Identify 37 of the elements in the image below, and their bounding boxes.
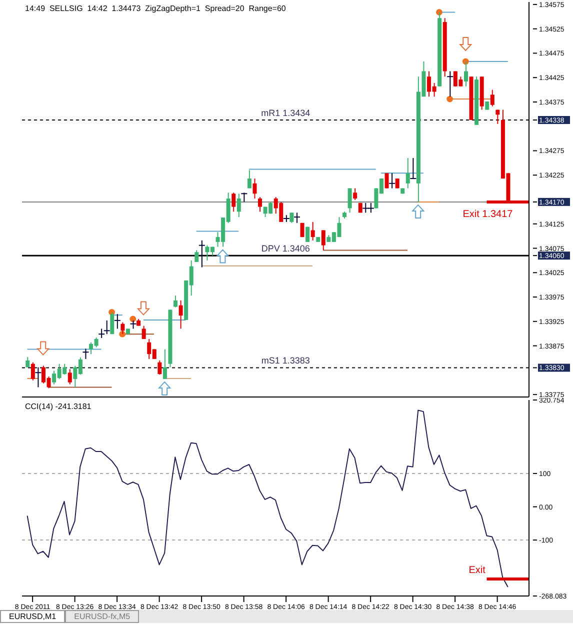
ref-line-label: DPV 1.3406	[261, 244, 310, 254]
candlestick	[353, 188, 358, 200]
line-series	[26, 410, 508, 588]
candlestick	[306, 226, 310, 242]
candlestick	[194, 250, 199, 262]
candlestick	[490, 89, 494, 107]
candlestick	[321, 230, 326, 251]
candlestick	[26, 356, 30, 368]
candlestick	[247, 170, 252, 189]
candlestick	[232, 192, 236, 212]
candlestick	[348, 188, 352, 214]
candlestick	[178, 300, 183, 330]
text: EURUSD,M1	[0, 610, 66, 623]
candlestick	[258, 196, 262, 212]
candlestick	[406, 158, 410, 189]
candlestick	[310, 221, 315, 241]
point	[130, 316, 136, 322]
candlestick	[68, 368, 72, 385]
ref-line-label: mS1 1.3383	[261, 356, 310, 366]
candlestick	[30, 362, 35, 381]
candlestick	[290, 212, 294, 224]
candlestick	[395, 178, 400, 189]
text: EURUSD-fx,M5	[65, 610, 140, 623]
candlestick	[158, 360, 162, 376]
candlestick	[236, 193, 241, 218]
point	[446, 96, 453, 102]
chart-title: CCI(14) -241.3181	[25, 402, 92, 411]
series-label: Exit 1.3417	[462, 208, 514, 220]
candlestick	[162, 348, 167, 380]
candlestick	[252, 178, 257, 200]
candlestick	[384, 172, 389, 189]
series-label: Exit	[468, 564, 486, 576]
ref-line-label: mR1 1.3434	[261, 108, 310, 118]
chart-title: 14:49 SELLSIG 14:42 1.34473 ZigZagDepth=1 Spread=20 Range=60	[25, 4, 286, 13]
candlestick	[496, 109, 500, 124]
candlestick	[142, 325, 146, 340]
candlestick	[174, 295, 178, 308]
